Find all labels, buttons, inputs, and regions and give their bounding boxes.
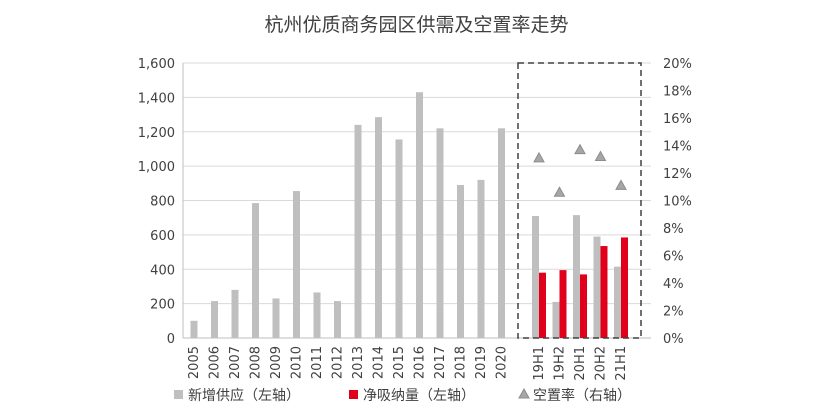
x-tick-label: 2009	[269, 346, 284, 379]
bar-supply	[190, 320, 198, 338]
bar-absorption	[559, 270, 567, 338]
highlight-box	[517, 62, 642, 339]
bar-absorption	[621, 237, 628, 338]
y-right-tick-label: 20%	[663, 57, 692, 72]
x-tick-label: 2018	[454, 346, 469, 379]
x-tick-label: 21H1	[614, 346, 629, 381]
y-right-tick-label: 12%	[663, 167, 692, 182]
legend-marker	[349, 390, 358, 399]
bar-supply	[354, 124, 362, 338]
bar-supply	[231, 289, 239, 338]
x-tick-label: 19H2	[553, 346, 568, 381]
bar-supply	[552, 301, 560, 338]
vacancy-marker	[615, 179, 627, 190]
x-tick-label: 20H1	[573, 346, 588, 381]
y-left-tick-label: 600	[150, 229, 175, 244]
x-tick-label: 2005	[187, 346, 202, 379]
x-tick-label: 2013	[351, 346, 366, 379]
vacancy-marker	[553, 186, 566, 197]
y-left-tick-label: 1,600	[138, 57, 175, 72]
x-tick-label: 2008	[249, 346, 264, 379]
bar-absorption	[580, 274, 587, 338]
x-tick-label: 2014	[372, 346, 387, 379]
x-tick-label: 2011	[310, 346, 325, 379]
bar-supply	[272, 298, 280, 338]
x-tick-label: 19H1	[532, 346, 547, 381]
bar-supply	[477, 179, 485, 338]
y-right-tick-label: 8%	[663, 222, 684, 237]
y-left-tick-label: 0	[167, 332, 175, 347]
bar-absorption	[539, 272, 546, 338]
y-left-tick-label: 1,000	[138, 160, 175, 175]
bar-supply	[532, 215, 539, 338]
bar-supply	[252, 203, 259, 338]
vacancy-marker	[574, 143, 586, 155]
y-left-tick-label: 400	[150, 263, 175, 278]
bar-supply	[313, 292, 321, 338]
bar-supply	[593, 236, 601, 338]
x-tick-label: 2016	[413, 346, 428, 379]
bar-absorption	[600, 246, 608, 338]
y-right-tick-label: 18%	[663, 85, 692, 100]
vacancy-marker	[594, 150, 607, 161]
vacancy-marker	[533, 151, 545, 163]
x-tick-label: 20H2	[594, 346, 609, 381]
chart-title: 杭州优质商务园区供需及空置率走势	[264, 14, 569, 36]
bar-supply	[334, 301, 341, 338]
legend-marker	[174, 390, 183, 399]
bar-supply	[498, 128, 505, 338]
y-left-tick-label: 1,400	[138, 91, 175, 106]
bar-supply	[395, 139, 403, 338]
x-tick-label: 2017	[433, 346, 448, 379]
y-left-tick-label: 1,200	[138, 126, 175, 141]
y-right-tick-label: 0%	[663, 332, 684, 347]
x-tick-label: 2019	[474, 346, 489, 379]
legend-marker	[518, 387, 530, 399]
y-right-tick-label: 16%	[663, 112, 692, 127]
x-tick-label: 2006	[208, 346, 223, 379]
bar-supply	[614, 266, 621, 338]
y-right-tick-label: 4%	[663, 277, 684, 292]
bar-supply	[293, 191, 300, 338]
y-right-tick-label: 6%	[663, 250, 684, 265]
x-tick-label: 2010	[290, 346, 305, 379]
y-left-tick-label: 200	[150, 298, 175, 313]
bar-supply	[436, 128, 444, 338]
y-right-tick-label: 14%	[663, 140, 692, 155]
legend-label: 新增供应（左轴）	[188, 387, 300, 404]
bar-supply	[211, 301, 218, 338]
x-tick-label: 2020	[495, 346, 510, 379]
bar-supply	[375, 117, 382, 338]
bar-supply	[457, 185, 464, 338]
y-right-tick-label: 10%	[663, 195, 692, 210]
x-tick-label: 2007	[228, 346, 243, 379]
y-right-tick-label: 2%	[663, 305, 684, 320]
bar-supply	[573, 215, 580, 338]
legend-label: 空置率（右轴）	[533, 387, 631, 404]
legend-label: 净吸纳量（左轴）	[363, 388, 475, 404]
bar-supply	[416, 92, 423, 338]
y-left-tick-label: 800	[150, 195, 175, 210]
x-tick-label: 2015	[392, 346, 407, 379]
x-tick-label: 2012	[331, 346, 346, 379]
